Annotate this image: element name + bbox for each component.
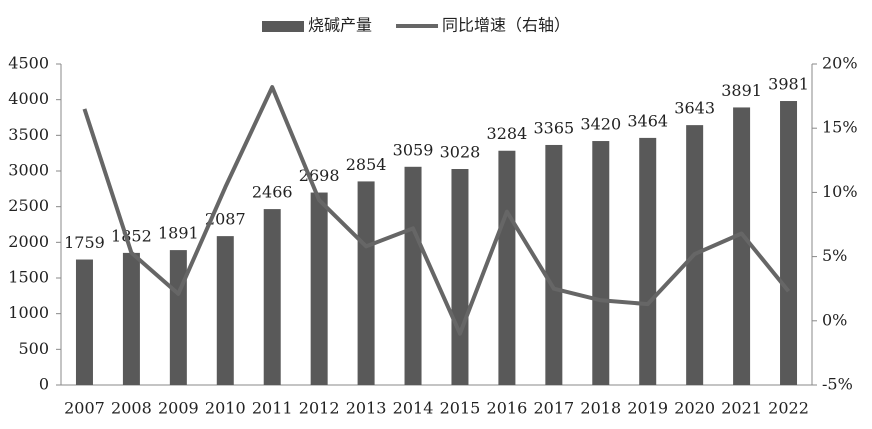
- legend-label: 同比增速（右轴）: [442, 16, 570, 35]
- bar-value-label: 1852: [111, 226, 152, 245]
- bar: [263, 209, 281, 385]
- bar: [451, 169, 469, 385]
- bar: [498, 150, 516, 385]
- y2-tick-label: 10%: [822, 182, 858, 201]
- bar: [216, 236, 234, 385]
- y-tick-label: 2000: [8, 232, 49, 251]
- y-tick-label: 1500: [8, 268, 49, 287]
- x-tick-label: 2018: [580, 399, 621, 418]
- bar-value-label: 3981: [768, 75, 809, 94]
- x-tick-label: 2011: [252, 399, 293, 418]
- bar: [545, 144, 563, 385]
- x-tick-label: 2016: [487, 399, 528, 418]
- bar: [75, 259, 93, 385]
- bar-value-label: 3464: [627, 111, 668, 130]
- x-tick-label: 2019: [627, 399, 668, 418]
- bar: [122, 252, 140, 385]
- y-tick-label: 4500: [8, 54, 49, 73]
- bar: [310, 192, 328, 385]
- x-tick-label: 2014: [393, 399, 434, 418]
- bar: [733, 107, 751, 385]
- x-tick-label: 2013: [346, 399, 387, 418]
- x-tick-label: 2010: [205, 399, 246, 418]
- x-tick-label: 2009: [158, 399, 199, 418]
- y-tick-label: 3000: [8, 161, 49, 180]
- x-tick-label: 2007: [64, 399, 105, 418]
- bar-value-label: 1759: [64, 233, 105, 252]
- x-tick-label: 2022: [768, 399, 809, 418]
- legend-label: 烧碱产量: [308, 16, 372, 35]
- bar-value-label: 3891: [721, 81, 762, 100]
- x-tick-label: 2020: [674, 399, 715, 418]
- line: [82, 85, 791, 336]
- bar-value-label: 3365: [533, 118, 574, 137]
- x-tick-label: 2017: [533, 399, 574, 418]
- y2-tick-label: -5%: [822, 375, 853, 394]
- bar-value-label: 3028: [440, 143, 481, 162]
- bar-value-label: 2466: [252, 183, 293, 202]
- y-tick-label: 2500: [8, 196, 49, 215]
- y-tick-label: 1000: [8, 303, 49, 322]
- bar-value-label: 2854: [346, 155, 387, 174]
- y2-tick-label: 15%: [822, 118, 858, 137]
- bar-value-label: 3420: [580, 115, 621, 134]
- y2-tick-label: 0%: [822, 310, 847, 329]
- y2-tick-label: 20%: [822, 54, 858, 73]
- bar: [639, 137, 657, 385]
- bar: [357, 181, 375, 385]
- y-tick-label: 0: [39, 375, 49, 394]
- bar-value-label: 1891: [158, 224, 199, 243]
- x-tick-label: 2012: [299, 399, 340, 418]
- x-tick-label: 2015: [440, 399, 481, 418]
- bar: [592, 141, 610, 385]
- bar: [780, 101, 798, 385]
- bar-value-label: 3284: [487, 124, 528, 143]
- bar: [404, 166, 422, 385]
- y-tick-label: 4000: [8, 89, 49, 108]
- y-tick-label: 500: [18, 339, 49, 358]
- x-tick-label: 2021: [721, 399, 762, 418]
- legend-swatch: [262, 21, 304, 32]
- y2-tick-label: 5%: [822, 246, 847, 265]
- x-tick-label: 2008: [111, 399, 152, 418]
- bar-value-label: 3643: [674, 99, 715, 118]
- y-tick-label: 3500: [8, 125, 49, 144]
- bar: [169, 250, 187, 385]
- bar-value-label: 3059: [393, 140, 434, 159]
